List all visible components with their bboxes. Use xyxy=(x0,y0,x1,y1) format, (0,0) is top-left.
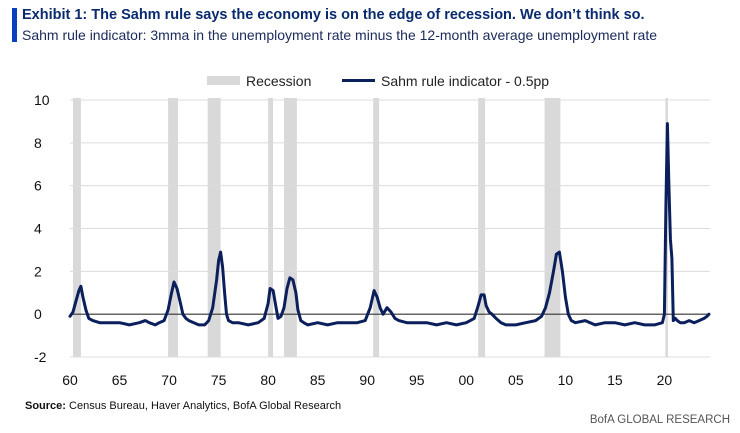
x-tick-label-95: 95 xyxy=(409,372,425,388)
gridlines xyxy=(70,99,710,358)
x-tick-label-20: 20 xyxy=(657,372,673,388)
x-tick-label-60: 60 xyxy=(62,372,78,388)
x-tick-label-65: 65 xyxy=(112,372,128,388)
series-layer xyxy=(68,122,711,327)
recession-band-2 xyxy=(168,98,178,357)
x-tick-label-80: 80 xyxy=(260,372,276,388)
recession-band-7 xyxy=(478,98,486,357)
y-tick-label--2: -2 xyxy=(34,349,47,365)
recession-band-1 xyxy=(72,98,81,357)
x-tick-label-00: 00 xyxy=(458,372,474,388)
recession-band-8 xyxy=(544,98,561,357)
legend-recession-swatch xyxy=(207,76,240,85)
x-tick-label-10: 10 xyxy=(558,372,574,388)
source-label: Source: xyxy=(25,400,66,412)
y-axis-ticks: -2 0 2 4 6 8 10 xyxy=(34,92,50,365)
legend: Recession Sahm rule indicator - 0.5pp xyxy=(207,73,549,89)
recession-bands xyxy=(72,98,668,357)
x-tick-label-70: 70 xyxy=(161,372,177,388)
x-tick-label-75: 75 xyxy=(211,372,227,388)
x-tick-label-15: 15 xyxy=(607,372,623,388)
y-tick-label-4: 4 xyxy=(34,221,42,237)
recession-band-4 xyxy=(268,98,274,357)
y-tick-label-10: 10 xyxy=(34,92,50,108)
recession-band-5 xyxy=(283,98,297,357)
x-tick-label-90: 90 xyxy=(359,372,375,388)
series-line-sahm-indicator xyxy=(68,122,711,327)
x-tick-label-05: 05 xyxy=(508,372,524,388)
source-text: Census Bureau, Haver Analytics, BofA Glo… xyxy=(69,400,342,412)
y-tick-label-0: 0 xyxy=(34,306,42,322)
legend-recession-label: Recession xyxy=(246,73,311,89)
chart-subtitle: Sahm rule indicator: 3mma in the unemplo… xyxy=(22,27,657,43)
y-tick-label-8: 8 xyxy=(34,135,42,151)
x-tick-label-85: 85 xyxy=(310,372,326,388)
recession-band-6 xyxy=(373,98,380,357)
title-accent-bar xyxy=(12,8,17,42)
recession-band-3 xyxy=(207,98,221,357)
legend-line-label: Sahm rule indicator - 0.5pp xyxy=(381,73,549,89)
y-tick-label-2: 2 xyxy=(34,263,42,279)
brand-footer: BofA GLOBAL RESEARCH xyxy=(589,414,730,426)
chart-title: Exhibit 1: The Sahm rule says the econom… xyxy=(22,7,645,23)
x-axis-ticks: 60 65 70 75 80 85 90 95 00 05 10 15 20 xyxy=(62,372,672,388)
source-note: Source: Census Bureau, Haver Analytics, … xyxy=(25,400,341,412)
y-tick-label-6: 6 xyxy=(34,178,42,194)
